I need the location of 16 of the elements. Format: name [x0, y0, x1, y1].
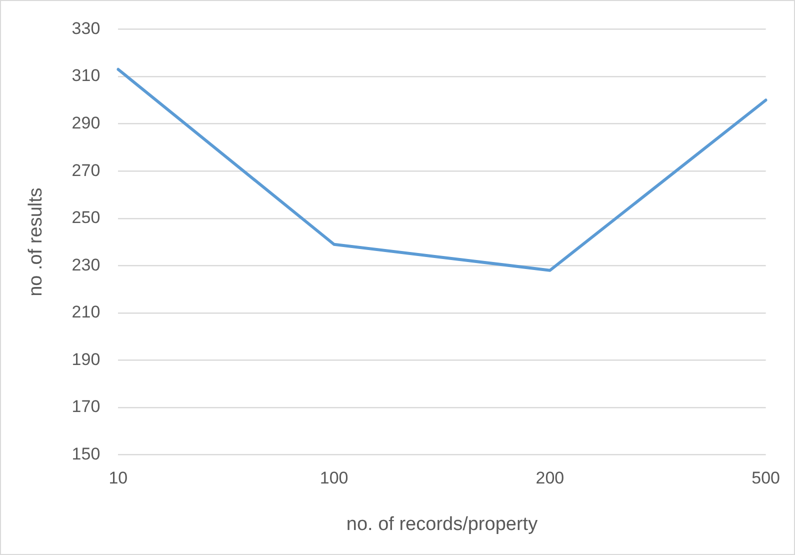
- y-tick-label: 150: [72, 444, 100, 464]
- x-tick-label: 10: [108, 468, 128, 488]
- y-tick-label: 290: [72, 113, 100, 132]
- y-tick-label: 170: [72, 397, 100, 416]
- x-tick-label: 200: [536, 468, 564, 488]
- y-tick-label: 230: [72, 255, 100, 274]
- y-tick-label: 310: [72, 66, 100, 86]
- y-tick-label: 250: [72, 208, 100, 228]
- x-axis-title: no. of records/property: [346, 514, 538, 535]
- y-tick-label: 190: [72, 350, 100, 369]
- y-axis-title: no .of results: [26, 188, 47, 296]
- x-tick-label: 500: [752, 468, 780, 488]
- y-tick-label: 330: [72, 18, 100, 38]
- y-tick-label: 210: [72, 302, 100, 322]
- x-tick-label: 100: [320, 468, 348, 488]
- y-tick-label: 270: [72, 160, 100, 180]
